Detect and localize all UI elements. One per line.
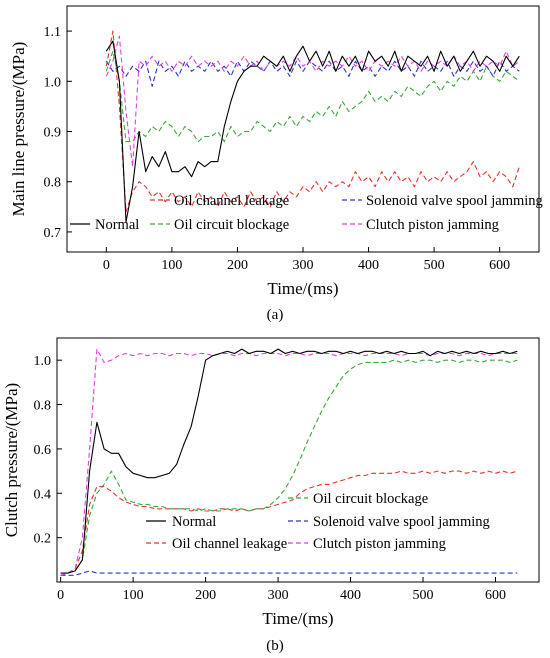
chart-a-x-axis-label: Time/(ms) (267, 279, 338, 298)
chart-b-y-tick-label: 0.6 (34, 443, 52, 458)
chart-a-x-tick-label: 400 (358, 258, 379, 273)
chart-a-x-tick-label: 600 (489, 258, 510, 273)
chart-a-y-tick-label: 0.8 (44, 176, 62, 191)
chart-b-x-tick-label: 300 (268, 588, 289, 603)
chart-a-legend: Oil channel leakage Solenoid valve spool … (70, 193, 543, 233)
chart-b-x-tick-label: 100 (123, 588, 144, 603)
chart-b-x-tick-label: 600 (485, 588, 506, 603)
chart-a-legend-label-solenoid-valve-spool-jamming: Solenoid valve spool jamming (366, 193, 543, 209)
chart-a-x-tick-label: 100 (161, 258, 182, 273)
chart-a-y-axis-label: Main line pressure/(MPa) (9, 42, 28, 217)
chart-a-series-solenoid-valve-spool-jamming (105, 60, 520, 87)
chart-a-y-tick-label: 1.1 (44, 25, 62, 40)
chart-a-x-tick-label: 200 (227, 258, 248, 273)
chart-b-legend: Oil circuit blockage Normal Solenoid valve… (146, 491, 490, 552)
chart-a: 0 100 200 300 400 500 600 0.7 0.8 0.9 1.0 1.1 Time/… (9, 5, 543, 323)
chart-a-y-tick-label: 1.0 (44, 75, 62, 90)
chart-a-x-tick-label: 0 (103, 258, 110, 273)
chart-b-y-tick-label: 0.8 (34, 399, 52, 414)
chart-b-y-tick-label: 0.2 (34, 532, 52, 547)
chart-b-legend-label-normal: Normal (172, 514, 216, 530)
chart-a-legend-label-normal: Normal (95, 217, 139, 233)
chart-a-legend-label-oil-circuit-blockage: Oil circuit blockage (174, 217, 289, 233)
chart-a-series-oil-circuit-blockage (105, 50, 520, 143)
chart-b: 0 100 200 300 400 500 600 0.2 0.4 0.6 0.8 1.0 Time/… (2, 337, 540, 654)
chart-b-series-oil-channel-leakage (60, 470, 518, 576)
chart-a-x-tick-label: 500 (424, 258, 445, 273)
chart-b-x-axis-label: Time/(ms) (262, 609, 333, 628)
chart-b-x-tick-label: 200 (195, 588, 216, 603)
chart-b-legend-label-oil-circuit-blockage: Oil circuit blockage (313, 491, 428, 507)
chart-b-series-clutch-piston-jamming (60, 348, 518, 576)
chart-b-x-tick-label: 500 (413, 588, 434, 603)
chart-b-legend-label-solenoid-valve-spool-jamming: Solenoid valve spool jamming (313, 514, 490, 530)
chart-b-y-axis-label: Clutch pressure/(MPa) (2, 383, 21, 537)
chart-b-y-tick-label: 1.0 (34, 354, 52, 369)
chart-a-series-normal (105, 40, 520, 223)
chart-a-series-oil-channel-leakage (105, 30, 520, 213)
chart-b-panel-label: (b) (266, 638, 284, 654)
chart-b-legend-label-oil-channel-leakage: Oil channel leakage (172, 536, 287, 552)
chart-a-legend-label-clutch-piston-jamming: Clutch piston jamming (366, 217, 499, 233)
chart-b-frame (56, 337, 540, 583)
chart-b-legend-label-clutch-piston-jamming: Clutch piston jamming (313, 536, 446, 552)
chart-a-panel-label: (a) (267, 307, 284, 323)
chart-b-series-group (60, 348, 518, 576)
chart-b-y-tick-label: 0.4 (34, 487, 52, 502)
chart-b-series-normal (60, 348, 518, 574)
chart-b-x-tick-label: 0 (57, 588, 64, 603)
chart-b-x-tick-label: 400 (340, 588, 361, 603)
chart-a-legend-label-oil-channel-leakage: Oil channel leakage (174, 193, 289, 209)
chart-a-y-tick-label: 0.9 (44, 126, 62, 141)
chart-a-y-tick-label: 0.7 (44, 226, 62, 241)
chart-a-series-group (105, 30, 520, 223)
chart-a-x-tick-label: 300 (293, 258, 314, 273)
